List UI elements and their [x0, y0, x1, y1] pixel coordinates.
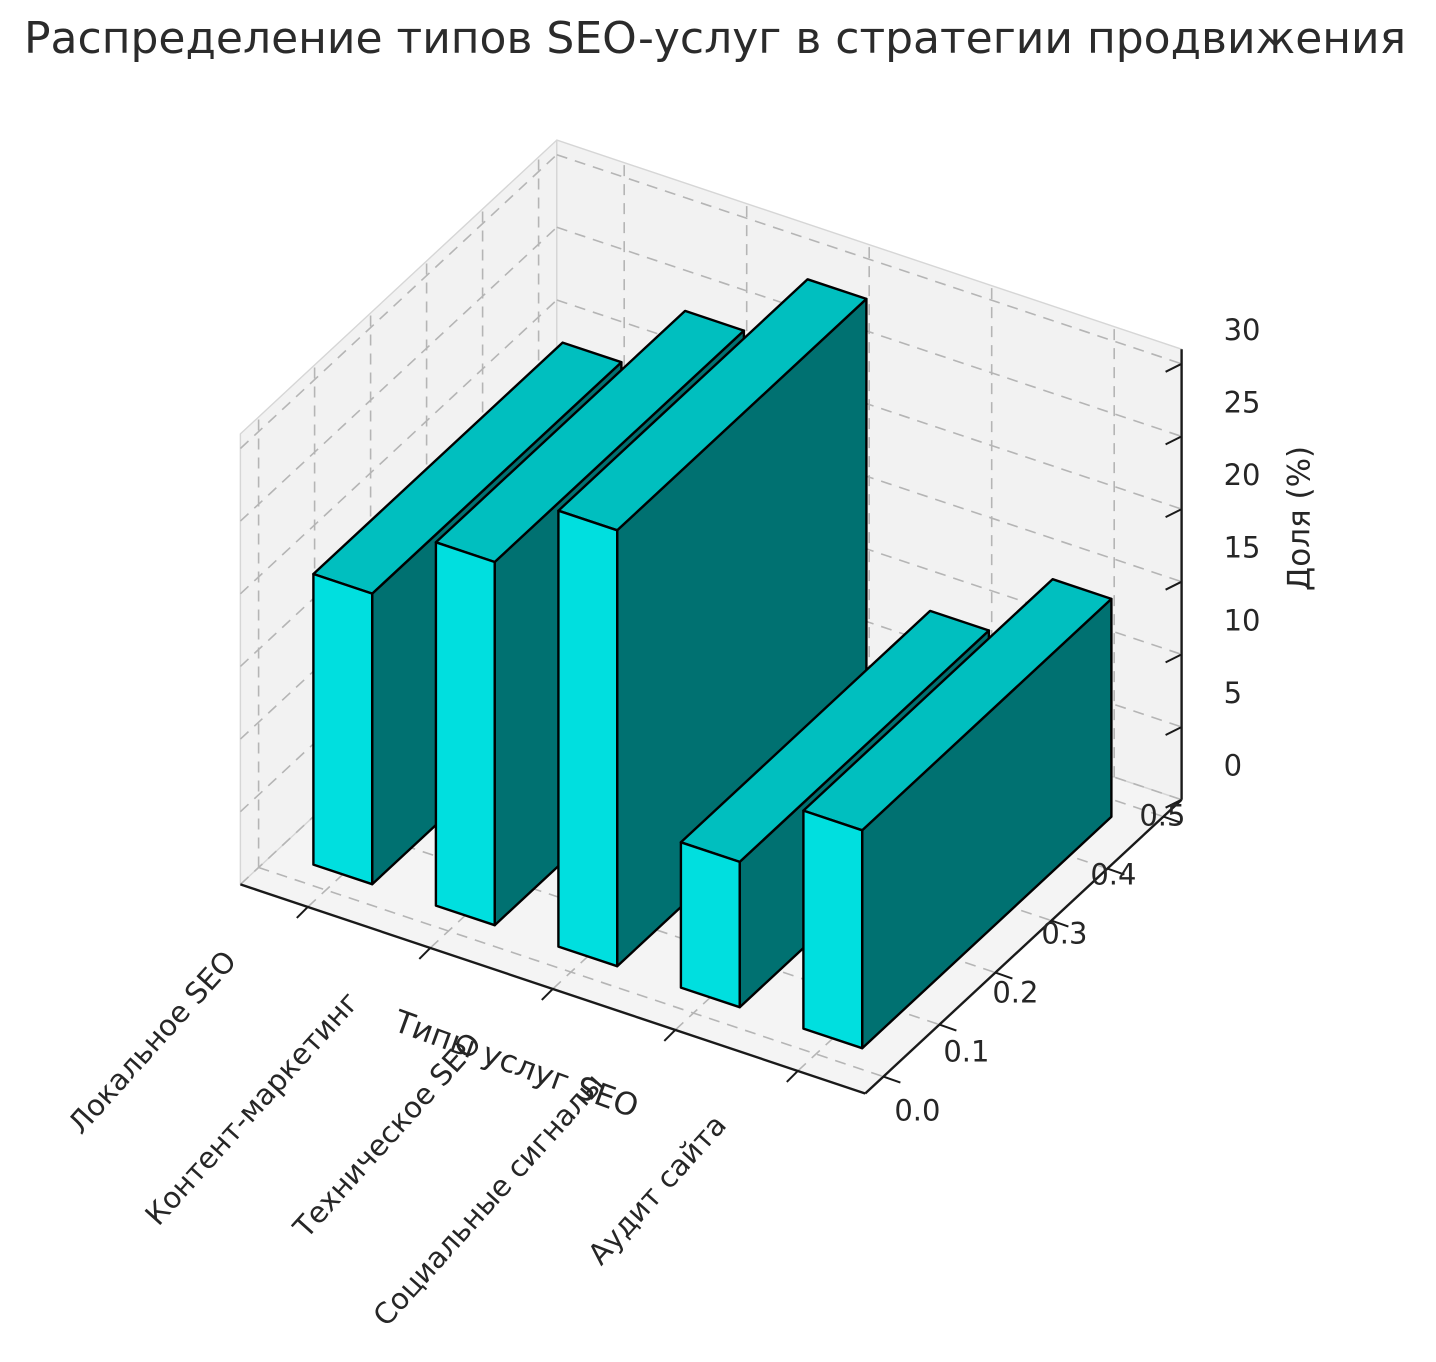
chart-title: Распределение типов SEO-услуг в стратеги…: [24, 13, 1407, 64]
z-tick-label: 0: [1224, 749, 1242, 783]
z-tick-label: 25: [1224, 385, 1261, 419]
y-tick-mark: [1051, 919, 1069, 928]
x-tick-label: Локальное SEO: [61, 944, 243, 1140]
z-tick-label: 30: [1224, 313, 1261, 347]
bar-front-face: [312, 572, 374, 886]
z-tick-mark: [1165, 435, 1183, 446]
y-tick-label: 0.1: [943, 1035, 989, 1069]
y-tick-label: 0.0: [894, 1094, 940, 1128]
y-tick-label: 0.5: [1139, 799, 1185, 833]
axes-group: [240, 349, 1183, 1095]
x-tick-mark: [541, 988, 554, 1001]
y-tick-label: 0.4: [1090, 858, 1136, 892]
z-tick-label: 15: [1224, 531, 1261, 565]
y-axis-spine: [864, 798, 1183, 1095]
bar-front-face: [434, 541, 496, 927]
grid-line-z-left: [239, 299, 558, 595]
bar-front-face: [679, 841, 741, 1009]
x-tick-mark: [786, 1070, 799, 1083]
grid-line-z-left: [239, 154, 558, 450]
x-tick-mark: [296, 906, 309, 919]
y-tick-mark: [995, 971, 1013, 980]
y-tick-mark: [1107, 867, 1125, 876]
x-tick-label: Аудит сайта: [581, 1108, 733, 1271]
z-tick-label: 5: [1224, 676, 1242, 710]
bars-group: [312, 278, 1113, 1050]
y-tick-mark: [883, 1075, 901, 1084]
grid-line-z-left: [239, 226, 558, 522]
z-tick-mark: [1165, 580, 1183, 591]
grid-line-z-right: [556, 444, 1182, 656]
y-tick-label: 0.2: [992, 976, 1038, 1010]
bar-site-audit: [802, 578, 1113, 1050]
z-tick-mark: [1165, 508, 1183, 518]
z-tick-mark: [1165, 653, 1183, 664]
z-axis-title: Доля (%): [1282, 446, 1318, 591]
y-tick-label: 0.3: [1041, 917, 1087, 951]
bar-front-face: [557, 509, 619, 968]
x-tick-mark: [418, 947, 432, 960]
z-tick-label: 20: [1224, 458, 1261, 492]
grid-line-z-right: [556, 517, 1182, 728]
y-tick-mark: [939, 1023, 957, 1032]
x-tick-mark: [663, 1029, 677, 1042]
grid-line-z-right: [556, 153, 1182, 365]
z-tick-label: 10: [1224, 603, 1261, 637]
bar-front-face: [802, 809, 864, 1050]
z-tick-mark: [1165, 362, 1183, 373]
z-tick-mark: [1165, 798, 1183, 809]
y-tick-mark: [1163, 815, 1181, 824]
z-tick-mark: [1165, 726, 1183, 736]
